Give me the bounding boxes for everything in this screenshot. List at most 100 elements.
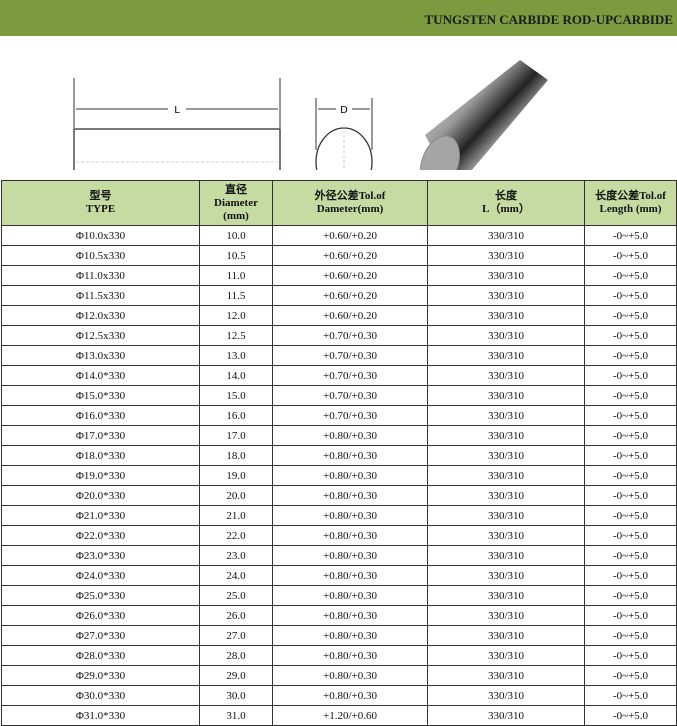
title-banner: TUNGSTEN CARBIDE ROD-UPCARBIDE	[0, 0, 677, 36]
cell-length: 330/310	[427, 645, 585, 666]
cell-length-tolerance: -0~+5.0	[584, 325, 677, 346]
cell-type: Φ30.0*330	[1, 685, 200, 706]
cell-diameter-tolerance: +0.80/+0.30	[272, 625, 428, 646]
cell-diameter: 26.0	[199, 605, 273, 626]
rod-photo	[420, 60, 548, 170]
cell-diameter: 27.0	[199, 625, 273, 646]
cell-length-tolerance: -0~+5.0	[584, 385, 677, 406]
cell-diameter-tolerance: +0.80/+0.30	[272, 585, 428, 606]
header-text: 直径	[225, 183, 247, 196]
cell-length: 330/310	[427, 605, 585, 626]
cell-type: Φ16.0*330	[1, 405, 200, 426]
column-header-length: 长度 L（mm）	[427, 180, 585, 226]
table-row: Φ18.0*330 18.0 +0.80/+0.30 330/310 -0~+5.0	[1, 445, 677, 466]
cell-length: 330/310	[427, 305, 585, 326]
cell-length: 330/310	[427, 225, 585, 246]
cell-length-tolerance: -0~+5.0	[584, 565, 677, 586]
cell-length-tolerance: -0~+5.0	[584, 305, 677, 326]
table-row: Φ10.5x330 10.5 +0.60/+0.20 330/310 -0~+5.0	[1, 245, 677, 266]
cell-diameter: 22.0	[199, 525, 273, 546]
column-header-diameter-tolerance: 外径公差Tol.of Dameter(mm)	[272, 180, 428, 226]
table-row: Φ13.0x330 13.0 +0.70/+0.30 330/310 -0~+5.0	[1, 345, 677, 366]
cell-length-tolerance: -0~+5.0	[584, 505, 677, 526]
cell-type: Φ12.5x330	[1, 325, 200, 346]
cell-length-tolerance: -0~+5.0	[584, 685, 677, 706]
cell-length: 330/310	[427, 465, 585, 486]
header-text: Length (mm)	[599, 203, 662, 215]
cell-length-tolerance: -0~+5.0	[584, 585, 677, 606]
cell-type: Φ13.0x330	[1, 345, 200, 366]
cell-diameter-tolerance: +0.80/+0.30	[272, 665, 428, 686]
cell-diameter-tolerance: +0.70/+0.30	[272, 345, 428, 366]
cell-length: 330/310	[427, 545, 585, 566]
spec-table: 型号 TYPE 直径 Diameter (mm) 外径公差Tol.of Dameter(mm…	[1, 180, 677, 726]
cell-diameter-tolerance: +0.60/+0.20	[272, 245, 428, 266]
rod-side-view: L	[73, 78, 281, 170]
cell-length-tolerance: -0~+5.0	[584, 445, 677, 466]
length-label: L	[174, 105, 180, 116]
cell-type: Φ10.5x330	[1, 245, 200, 266]
cell-diameter-tolerance: +0.80/+0.30	[272, 525, 428, 546]
table-row: Φ30.0*330 30.0 +0.80/+0.30 330/310 -0~+5.0	[1, 685, 677, 706]
cell-length: 330/310	[427, 325, 585, 346]
page-title: TUNGSTEN CARBIDE ROD-UPCARBIDE	[424, 12, 673, 27]
cell-diameter-tolerance: +0.80/+0.30	[272, 505, 428, 526]
cell-type: Φ25.0*330	[1, 585, 200, 606]
cell-diameter: 12.0	[199, 305, 273, 326]
cell-length-tolerance: -0~+5.0	[584, 485, 677, 506]
cell-length-tolerance: -0~+5.0	[584, 265, 677, 286]
cell-diameter: 14.0	[199, 365, 273, 386]
cell-length: 330/310	[427, 525, 585, 546]
cell-diameter: 11.0	[199, 265, 273, 286]
table-header-row: 型号 TYPE 直径 Diameter (mm) 外径公差Tol.of Dameter(mm…	[1, 180, 677, 226]
header-text: 长度公差Tol.of	[595, 190, 666, 202]
cell-length: 330/310	[427, 345, 585, 366]
cell-diameter: 17.0	[199, 425, 273, 446]
cell-type: Φ29.0*330	[1, 665, 200, 686]
cell-diameter-tolerance: +0.70/+0.30	[272, 325, 428, 346]
cell-diameter-tolerance: +0.80/+0.30	[272, 445, 428, 466]
cell-diameter: 19.0	[199, 465, 273, 486]
diameter-label: D	[340, 105, 348, 116]
cell-diameter-tolerance: +0.80/+0.30	[272, 425, 428, 446]
cell-diameter: 15.0	[199, 385, 273, 406]
cell-length-tolerance: -0~+5.0	[584, 545, 677, 566]
table-row: Φ12.0x330 12.0 +0.60/+0.20 330/310 -0~+5.0	[1, 305, 677, 326]
cell-type: Φ31.0*330	[1, 705, 200, 726]
cell-diameter: 21.0	[199, 505, 273, 526]
cell-diameter-tolerance: +0.80/+0.30	[272, 685, 428, 706]
table-row: Φ26.0*330 26.0 +0.80/+0.30 330/310 -0~+5.0	[1, 605, 677, 626]
cell-type: Φ27.0*330	[1, 625, 200, 646]
cell-diameter: 13.0	[199, 345, 273, 366]
cell-diameter: 24.0	[199, 565, 273, 586]
cell-type: Φ26.0*330	[1, 605, 200, 626]
header-text: L（mm）	[482, 203, 530, 215]
table-row: Φ19.0*330 19.0 +0.80/+0.30 330/310 -0~+5.0	[1, 465, 677, 486]
cell-diameter-tolerance: +0.70/+0.30	[272, 365, 428, 386]
cell-type: Φ17.0*330	[1, 425, 200, 446]
cell-length-tolerance: -0~+5.0	[584, 245, 677, 266]
cell-length: 330/310	[427, 665, 585, 686]
cell-diameter: 30.0	[199, 685, 273, 706]
cell-type: Φ10.0x330	[1, 225, 200, 246]
cell-length-tolerance: -0~+5.0	[584, 705, 677, 726]
table-row: Φ11.0x330 11.0 +0.60/+0.20 330/310 -0~+5.0	[1, 265, 677, 286]
table-row: Φ29.0*330 29.0 +0.80/+0.30 330/310 -0~+5.0	[1, 665, 677, 686]
rod-diagram: L D	[73, 60, 548, 170]
cell-type: Φ22.0*330	[1, 525, 200, 546]
table-row: Φ28.0*330 28.0 +0.80/+0.30 330/310 -0~+5.0	[1, 645, 677, 666]
cell-length: 330/310	[427, 585, 585, 606]
cell-length: 330/310	[427, 445, 585, 466]
column-header-length-tolerance: 长度公差Tol.of Length (mm)	[584, 180, 677, 226]
header-text: TYPE	[85, 203, 116, 215]
cell-length: 330/310	[427, 705, 585, 726]
cell-length-tolerance: -0~+5.0	[584, 665, 677, 686]
cell-type: Φ23.0*330	[1, 545, 200, 566]
cell-diameter-tolerance: +0.80/+0.30	[272, 565, 428, 586]
cell-diameter: 11.5	[199, 285, 273, 306]
table-row: Φ31.0*330 31.0 +1.20/+0.60 330/310 -0~+5.0	[1, 705, 677, 726]
cell-diameter-tolerance: +0.80/+0.30	[272, 605, 428, 626]
table-row: Φ27.0*330 27.0 +0.80/+0.30 330/310 -0~+5.0	[1, 625, 677, 646]
cell-type: Φ28.0*330	[1, 645, 200, 666]
table-row: Φ14.0*330 14.0 +0.70/+0.30 330/310 -0~+5.0	[1, 365, 677, 386]
